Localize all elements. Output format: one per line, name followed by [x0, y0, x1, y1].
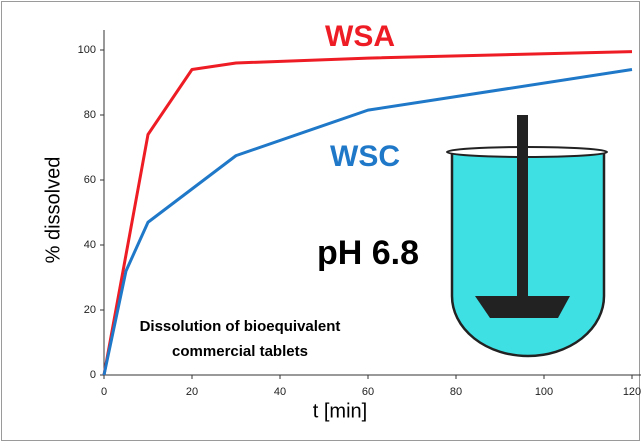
annotation: Dissolution of bioequivalent	[140, 318, 341, 335]
legend-label: WSA	[325, 20, 395, 53]
y-tick-label: 0	[90, 369, 96, 381]
x-axis-label: t [min]	[313, 400, 367, 422]
y-axis-label: % dissolved	[42, 157, 64, 264]
y-tick-label: 60	[84, 174, 96, 186]
beaker	[447, 115, 607, 356]
x-tick-label: 20	[186, 386, 198, 398]
stirrer-paddle	[475, 296, 570, 318]
annotation: commercial tablets	[172, 343, 308, 360]
x-tick-label: 80	[450, 386, 462, 398]
y-tick-label: 80	[84, 109, 96, 121]
y-tick-label: 20	[84, 304, 96, 316]
x-tick-label: 60	[362, 386, 374, 398]
chart: t [min] % dissolved pH 6.8 Dissolution o…	[0, 0, 641, 442]
x-tick-label: 100	[535, 386, 553, 398]
legend-label: WSC	[330, 140, 400, 173]
y-tick-label: 40	[84, 239, 96, 251]
y-tick-label: 100	[78, 44, 96, 56]
x-tick-label: 120	[623, 386, 641, 398]
x-tick-label: 40	[274, 386, 286, 398]
annotation: pH 6.8	[317, 234, 419, 272]
x-tick-label: 0	[101, 386, 107, 398]
stirrer-rod	[517, 115, 528, 300]
